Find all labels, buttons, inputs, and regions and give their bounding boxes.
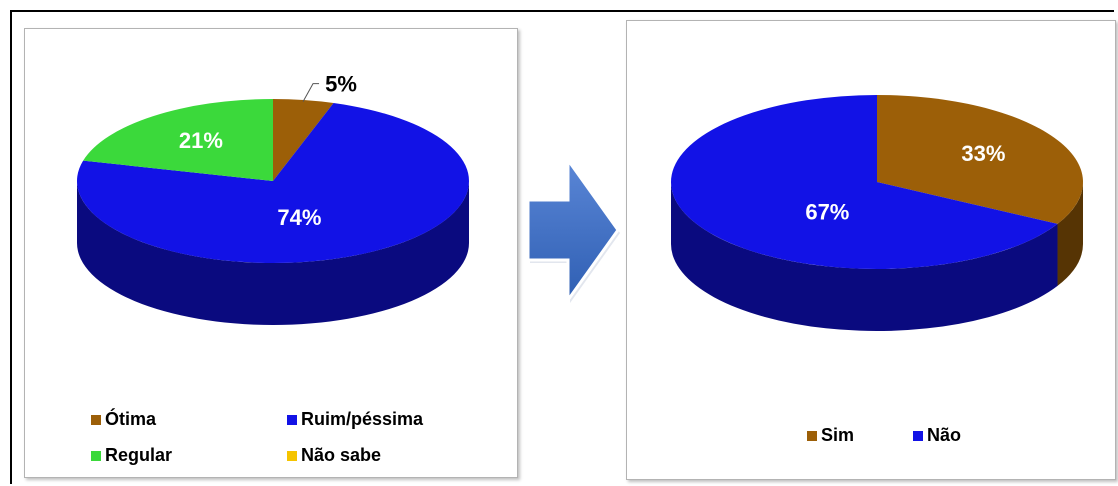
legend-label-otima: Ótima (105, 409, 157, 429)
legend-label-sim: Sim (821, 425, 855, 445)
pie-side-sim (1057, 182, 1083, 286)
chart-panel-right: 33% 67% Sim Não (626, 20, 1116, 480)
legend-swatch-regular (91, 450, 101, 461)
legend-label-nao: Não (927, 425, 962, 445)
pie-slice-nao (670, 95, 1058, 269)
legend-label-nao-sabe: Não sabe (301, 445, 382, 465)
pie-side-nao (671, 182, 1058, 331)
pie-label-otima: 5% (325, 71, 357, 96)
legend-item-nao: Não (913, 425, 961, 446)
right-arrow-icon (526, 155, 620, 305)
legend-swatch-nao (913, 430, 923, 441)
pie-label-regular: 21% (179, 128, 223, 153)
legend-swatch-ruim-pessima (287, 414, 297, 425)
pie-label-sim: 33% (961, 141, 1005, 166)
legend-swatch-sim (807, 430, 817, 441)
chart-panel-left: 5% 74% 21% Ótima Ruim/péssima Regular Não … (24, 28, 518, 478)
legend-swatch-nao-sabe (287, 450, 297, 461)
pie-chart-right: 33% 67% (670, 95, 1083, 331)
pie-slice-sim (877, 95, 1083, 224)
pie-slice-otima (273, 99, 334, 181)
legend-item-sim: Sim (807, 425, 854, 446)
outer-frame (10, 10, 1114, 484)
pie-leader-line (302, 83, 320, 102)
legend-item-regular: Regular (91, 445, 172, 466)
pie-side-ruim-pessima (77, 181, 469, 325)
legend-item-nao-sabe: Não sabe (287, 445, 381, 466)
legend-item-ruim-pessima: Ruim/péssima (287, 409, 423, 430)
pie-chart-left: 5% 74% 21% (76, 71, 469, 325)
legend-swatch-otima (91, 414, 101, 425)
legend-item-otima: Ótima (91, 409, 156, 430)
pie-slice-ruim-pessima (76, 103, 469, 263)
legend-label-ruim-pessima: Ruim/péssima (301, 409, 424, 429)
legend-label-regular: Regular (105, 445, 173, 465)
pie-slice-regular (83, 99, 273, 181)
pie-label-ruim-pessima: 74% (277, 205, 321, 230)
pie-label-nao: 67% (805, 199, 849, 224)
